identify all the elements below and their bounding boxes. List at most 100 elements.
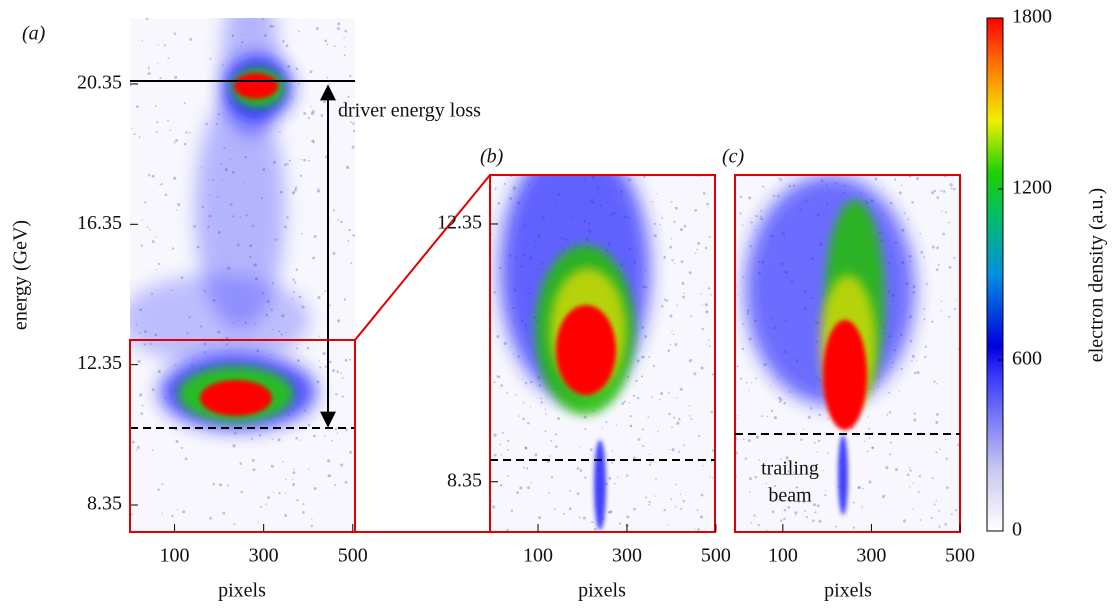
speckle [343,54,346,57]
speckle [271,438,274,440]
speckle [758,459,760,462]
speckle [193,224,197,228]
speckle [699,515,703,519]
speckle [659,398,661,401]
speckle [635,379,638,383]
speckle [710,410,714,414]
speckle [184,457,188,461]
annotation: beam [768,485,812,507]
speckle [619,522,622,525]
speckle [296,347,299,350]
speckle [493,291,496,294]
speckle [711,449,715,452]
speckle [670,498,673,501]
speckle [708,339,710,341]
speckle [141,404,144,407]
speckle [496,335,500,339]
beam-blob [556,305,616,395]
speckle [894,467,899,472]
speckle [867,416,869,418]
speckle [938,509,941,512]
speckle [935,268,939,272]
speckle [825,489,827,492]
speckle [183,142,187,146]
speckle [629,424,633,428]
speckle [538,516,542,520]
speckle [868,480,872,484]
speckle [295,268,299,271]
speckle [284,225,287,229]
speckle [813,503,817,507]
speckle [649,453,651,455]
speckle [307,159,310,162]
speckle [497,202,501,205]
speckle [333,45,336,48]
panel-label: (b) [480,146,504,168]
speckle [742,276,745,279]
speckle [297,359,300,362]
speckle [871,446,874,449]
speckle [336,432,339,434]
speckle [778,499,780,502]
speckle [655,477,657,480]
x-axis-label: pixels [824,580,872,602]
speckle [818,519,822,523]
speckle [783,517,786,521]
x-tick-label: 300 [612,545,642,567]
speckle [862,487,864,490]
speckle [681,282,685,285]
speckle [637,437,641,441]
speckle [787,505,791,509]
speckle [343,298,347,301]
speckle [736,293,739,296]
speckle [302,503,305,506]
speckle [645,496,647,499]
speckle [509,197,513,200]
speckle [309,105,312,107]
panel-frame [489,174,716,533]
speckle [656,193,658,195]
speckle [877,385,879,388]
speckle [770,385,772,387]
speckle [282,40,285,43]
speckle [814,511,817,514]
speckle [524,381,528,385]
speckle [669,245,673,249]
speckle [147,66,150,69]
speckle [130,84,132,87]
speckle [309,70,313,74]
speckle [240,490,243,494]
speckle [292,483,296,487]
speckle [318,335,321,337]
speckle [239,462,243,465]
speckle [303,158,306,162]
speckle [930,516,933,520]
speckle [219,483,222,487]
x-tick-label: 300 [856,545,886,567]
speckle [279,130,281,133]
speckle [903,212,906,215]
speckle [310,518,313,520]
x-tick-label: 100 [523,545,553,567]
panel-label: (c) [722,146,745,168]
speckle [332,369,336,373]
speckle [664,298,667,301]
speckle [916,360,918,362]
speckle [340,372,342,375]
speckle [868,437,871,440]
speckle [694,252,697,254]
speckle [527,421,530,425]
speckle [277,438,281,442]
speckle [652,364,656,368]
speckle [285,492,287,494]
speckle [663,508,666,512]
speckle [295,436,298,440]
speckle [141,40,144,42]
speckle [783,402,786,405]
speckle [130,285,131,287]
speckle [492,505,496,509]
speckle [336,370,339,374]
speckle [659,223,662,226]
x-tick-label: 300 [249,545,279,567]
speckle [956,299,958,301]
